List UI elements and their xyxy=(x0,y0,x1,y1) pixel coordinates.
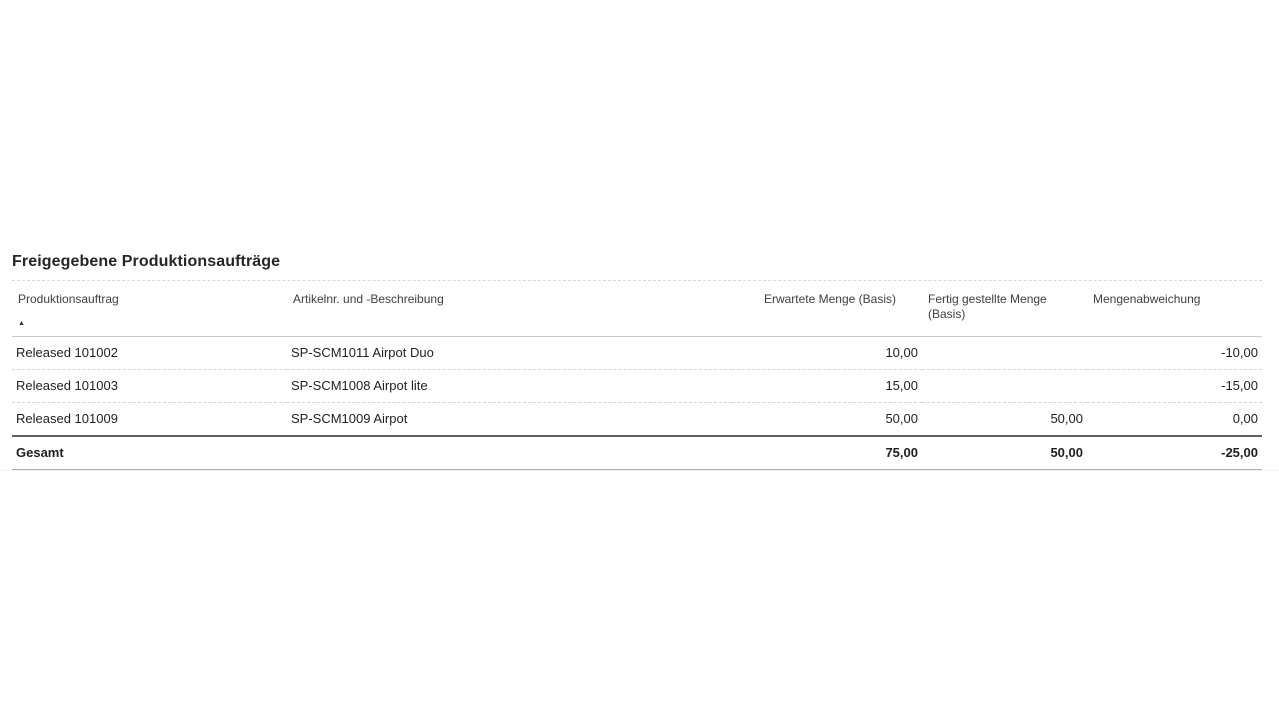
total-erwartete-menge: 75,00 xyxy=(732,435,922,470)
cell-erwartete-menge: 10,00 xyxy=(885,345,918,360)
production-orders-table: Produktionsauftrag ▲ Artikelnr. und -Bes… xyxy=(12,281,1262,470)
table-row: Released 101002 SP-SCM1011 Airpot Duo 10… xyxy=(12,337,1262,370)
cell-artikelnr: SP-SCM1008 Airpot lite xyxy=(287,369,732,403)
cell-erwartete-menge: 50,00 xyxy=(732,402,922,436)
column-header-produktionsauftrag[interactable]: Produktionsauftrag ▲ xyxy=(12,281,287,337)
column-header-label: Fertig gestellte Menge (Basis) xyxy=(928,292,1047,321)
content-bottom-divider xyxy=(0,470,1279,471)
column-header-label: Mengenabweichung xyxy=(1093,292,1201,306)
table-total-row: Gesamt 75,00 50,00 -25,00 xyxy=(12,435,1262,470)
cell-fertig-gestellte-menge xyxy=(922,337,1087,370)
cell-produktionsauftrag: Released 101003 xyxy=(12,369,287,403)
column-header-mengenabweichung[interactable]: Mengenabweichung xyxy=(1087,281,1262,337)
column-header-fertig-gestellte-menge[interactable]: Fertig gestellte Menge (Basis) xyxy=(922,281,1087,337)
cell-produktionsauftrag: Released 101009 xyxy=(12,402,287,436)
cell-fertig-gestellte-menge xyxy=(922,369,1087,403)
total-fertig-gestellte-menge: 50,00 xyxy=(922,435,1087,470)
column-header-label: Produktionsauftrag xyxy=(18,292,119,306)
column-header-label: Erwartete Menge (Basis) xyxy=(763,292,896,306)
cell-erwartete-menge: 15,00 xyxy=(732,369,922,403)
table-row: Released 101003 SP-SCM1008 Airpot lite 1… xyxy=(12,369,1262,403)
total-mengenabweichung: -25,00 xyxy=(1087,435,1262,470)
column-header-erwartete-menge[interactable]: Erwartete Menge (Basis) xyxy=(732,281,922,337)
cell-artikelnr: SP-SCM1009 Airpot xyxy=(287,402,732,436)
total-label: Gesamt xyxy=(12,435,287,470)
cell-artikelnr: SP-SCM1011 Airpot Duo xyxy=(291,345,434,360)
cell-fertig-gestellte-menge: 50,00 xyxy=(922,402,1087,436)
cell-produktionsauftrag: Released 101002 xyxy=(16,345,118,360)
column-header-artikelnr[interactable]: Artikelnr. und -Beschreibung xyxy=(287,281,732,337)
cell-mengenabweichung: -10,00 xyxy=(1221,345,1258,360)
table-header-row: Produktionsauftrag ▲ Artikelnr. und -Bes… xyxy=(12,281,1262,337)
cell-mengenabweichung: -15,00 xyxy=(1087,369,1262,403)
sort-ascending-icon: ▲ xyxy=(18,320,25,327)
report-title: Freigegebene Produktionsaufträge xyxy=(12,245,1262,281)
table-row: Released 101009 SP-SCM1009 Airpot 50,00 … xyxy=(12,402,1262,436)
released-production-orders-report: Freigegebene Produktionsaufträge Produkt… xyxy=(12,245,1262,470)
column-header-label: Artikelnr. und -Beschreibung xyxy=(293,292,444,306)
cell-mengenabweichung: 0,00 xyxy=(1087,402,1262,436)
total-artikelnr-empty xyxy=(287,435,732,470)
